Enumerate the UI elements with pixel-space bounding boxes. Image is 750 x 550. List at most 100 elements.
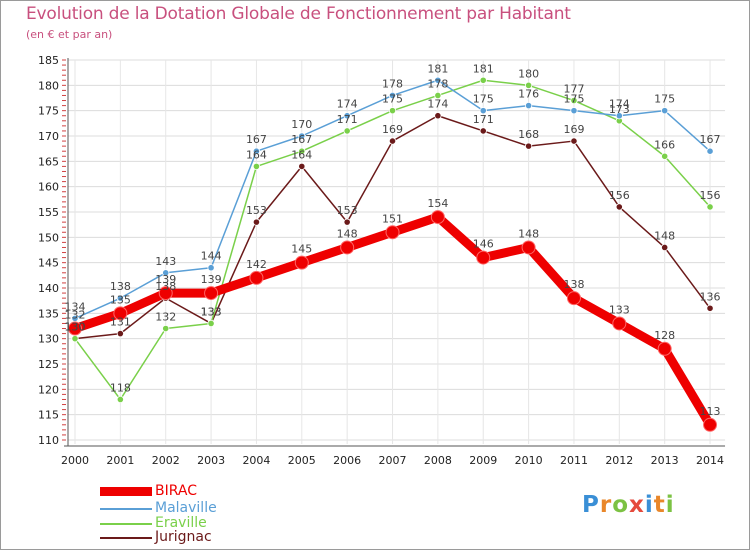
data-label-jurignac-2012: 156	[609, 189, 630, 202]
data-point-jurignac-2007	[388, 137, 397, 145]
data-label-jurignac-2010: 168	[518, 128, 539, 141]
x-tick-label-2001: 2001	[106, 454, 134, 467]
y-tick-label-175: 175	[38, 105, 59, 118]
x-tick-label-2006: 2006	[333, 454, 361, 467]
data-point-birac-2011	[566, 291, 581, 306]
x-tick-label-2003: 2003	[197, 454, 225, 467]
data-label-layer: 130 131 138 133 153 164 153 169 174 171 168 169 156 1…	[65, 62, 721, 418]
chart-title: Evolution de la Dotation Globale de Fonc…	[26, 4, 571, 24]
data-label-malaville-2001: 138	[110, 280, 131, 293]
data-point-eraville-2004	[252, 162, 261, 170]
data-point-malaville-2012	[615, 112, 623, 120]
legend-swatch-eraville	[100, 523, 152, 525]
y-tick-label-165: 165	[38, 155, 59, 168]
data-point-eraville-2007	[388, 107, 397, 115]
data-point-birac-2000	[68, 321, 82, 336]
data-label-malaville-2008: 181	[427, 62, 448, 75]
data-point-birac-2003	[204, 286, 219, 301]
data-point-birac-2007	[385, 225, 400, 240]
data-point-birac-2002	[158, 286, 173, 301]
data-point-birac-2012	[612, 316, 627, 331]
data-label-jurignac-2004: 153	[246, 204, 267, 217]
data-point-jurignac-2009	[479, 127, 487, 135]
data-label-malaville-2000: 134	[65, 300, 86, 313]
data-point-eraville-2003	[207, 319, 215, 328]
chart-subtitle: (en € et par an)	[26, 28, 113, 41]
data-label-malaville-2011: 175	[563, 93, 584, 106]
data-label-malaville-2003: 144	[201, 250, 222, 263]
data-label-jurignac-2000: 130	[65, 321, 86, 334]
y-tick-label-130: 130	[38, 333, 59, 346]
x-tick-label-2005: 2005	[288, 454, 316, 467]
proxiti-logo: Proxiti	[582, 492, 675, 518]
data-point-malaville-2013	[661, 107, 669, 115]
data-point-jurignac-2006	[343, 218, 351, 226]
x-tick-label-2008: 2008	[424, 454, 452, 467]
y-tick-label-135: 135	[38, 307, 59, 320]
data-label-eraville-2001: 118	[110, 381, 131, 394]
data-label-birac-2013: 128	[654, 329, 675, 342]
data-point-jurignac-2010	[524, 142, 533, 150]
data-point-jurignac-2013	[661, 243, 669, 252]
x-tick-label-2004: 2004	[242, 454, 270, 467]
data-label-birac-2010: 148	[518, 227, 539, 240]
series-layer	[68, 76, 718, 432]
data-label-eraville-2010: 180	[518, 67, 539, 80]
data-label-birac-2008: 154	[427, 197, 448, 210]
data-point-birac-2013	[657, 341, 672, 356]
x-tick-label-2011: 2011	[560, 454, 588, 467]
legend-swatch-birac	[100, 487, 152, 496]
data-point-jurignac-2011	[570, 137, 578, 145]
data-point-malaville-2009	[479, 107, 487, 115]
logo-letter: r	[599, 492, 613, 518]
data-point-eraville-2006	[343, 127, 351, 135]
data-label-birac-2001: 135	[110, 293, 131, 306]
data-label-eraville-2002: 132	[155, 311, 176, 324]
data-label-eraville-2012: 173	[609, 103, 630, 116]
data-label-jurignac-2003: 133	[201, 305, 222, 318]
data-point-malaville-2010	[524, 102, 533, 110]
grid-layer	[68, 59, 726, 444]
data-label-birac-2000: 132	[65, 309, 86, 322]
data-label-eraville-2013: 166	[654, 138, 675, 151]
data-point-birac-2008	[430, 210, 445, 225]
logo-letter: o	[612, 492, 630, 518]
x-tick-label-2007: 2007	[379, 454, 407, 467]
data-label-birac-2007: 151	[382, 212, 403, 225]
data-point-malaville-2007	[388, 91, 397, 100]
x-tick-label-2000: 2000	[61, 454, 89, 467]
logo-letter: i	[665, 492, 675, 518]
data-label-birac-2012: 133	[609, 303, 630, 316]
data-point-eraville-2008	[434, 91, 442, 100]
y-tick-label-120: 120	[38, 383, 59, 396]
legend-label-birac: BIRAC	[155, 483, 197, 499]
y-tick-label-160: 160	[38, 181, 59, 194]
data-point-birac-2005	[294, 255, 309, 270]
data-label-eraville-2014: 156	[700, 189, 721, 202]
data-label-malaville-2004: 167	[246, 133, 267, 146]
data-point-malaville-2008	[434, 76, 442, 84]
legend-swatch-jurignac	[100, 537, 152, 539]
legend-label-jurignac: Jurignac	[155, 529, 212, 545]
data-label-jurignac-2009: 171	[473, 113, 494, 126]
data-label-eraville-2011: 177	[563, 83, 584, 96]
data-label-malaville-2012: 174	[609, 98, 630, 111]
logo-letter: P	[582, 492, 600, 518]
data-point-jurignac-2004	[252, 218, 261, 226]
y-tick-label-140: 140	[38, 282, 59, 295]
data-label-birac-2011: 138	[563, 278, 584, 291]
data-point-jurignac-2005	[298, 162, 306, 170]
data-point-malaville-2003	[207, 264, 215, 272]
data-label-jurignac-2007: 169	[382, 123, 403, 136]
data-point-eraville-2001	[116, 395, 124, 404]
data-point-eraville-2014	[706, 203, 714, 211]
data-label-malaville-2005: 170	[291, 118, 312, 131]
legend-label-malaville: Malaville	[155, 500, 217, 516]
data-label-jurignac-2013: 148	[654, 229, 675, 242]
data-label-malaville-2006: 174	[337, 98, 358, 111]
y-tick-label-180: 180	[38, 79, 59, 92]
data-point-malaville-2002	[162, 269, 170, 277]
data-label-malaville-2009: 175	[473, 93, 494, 106]
